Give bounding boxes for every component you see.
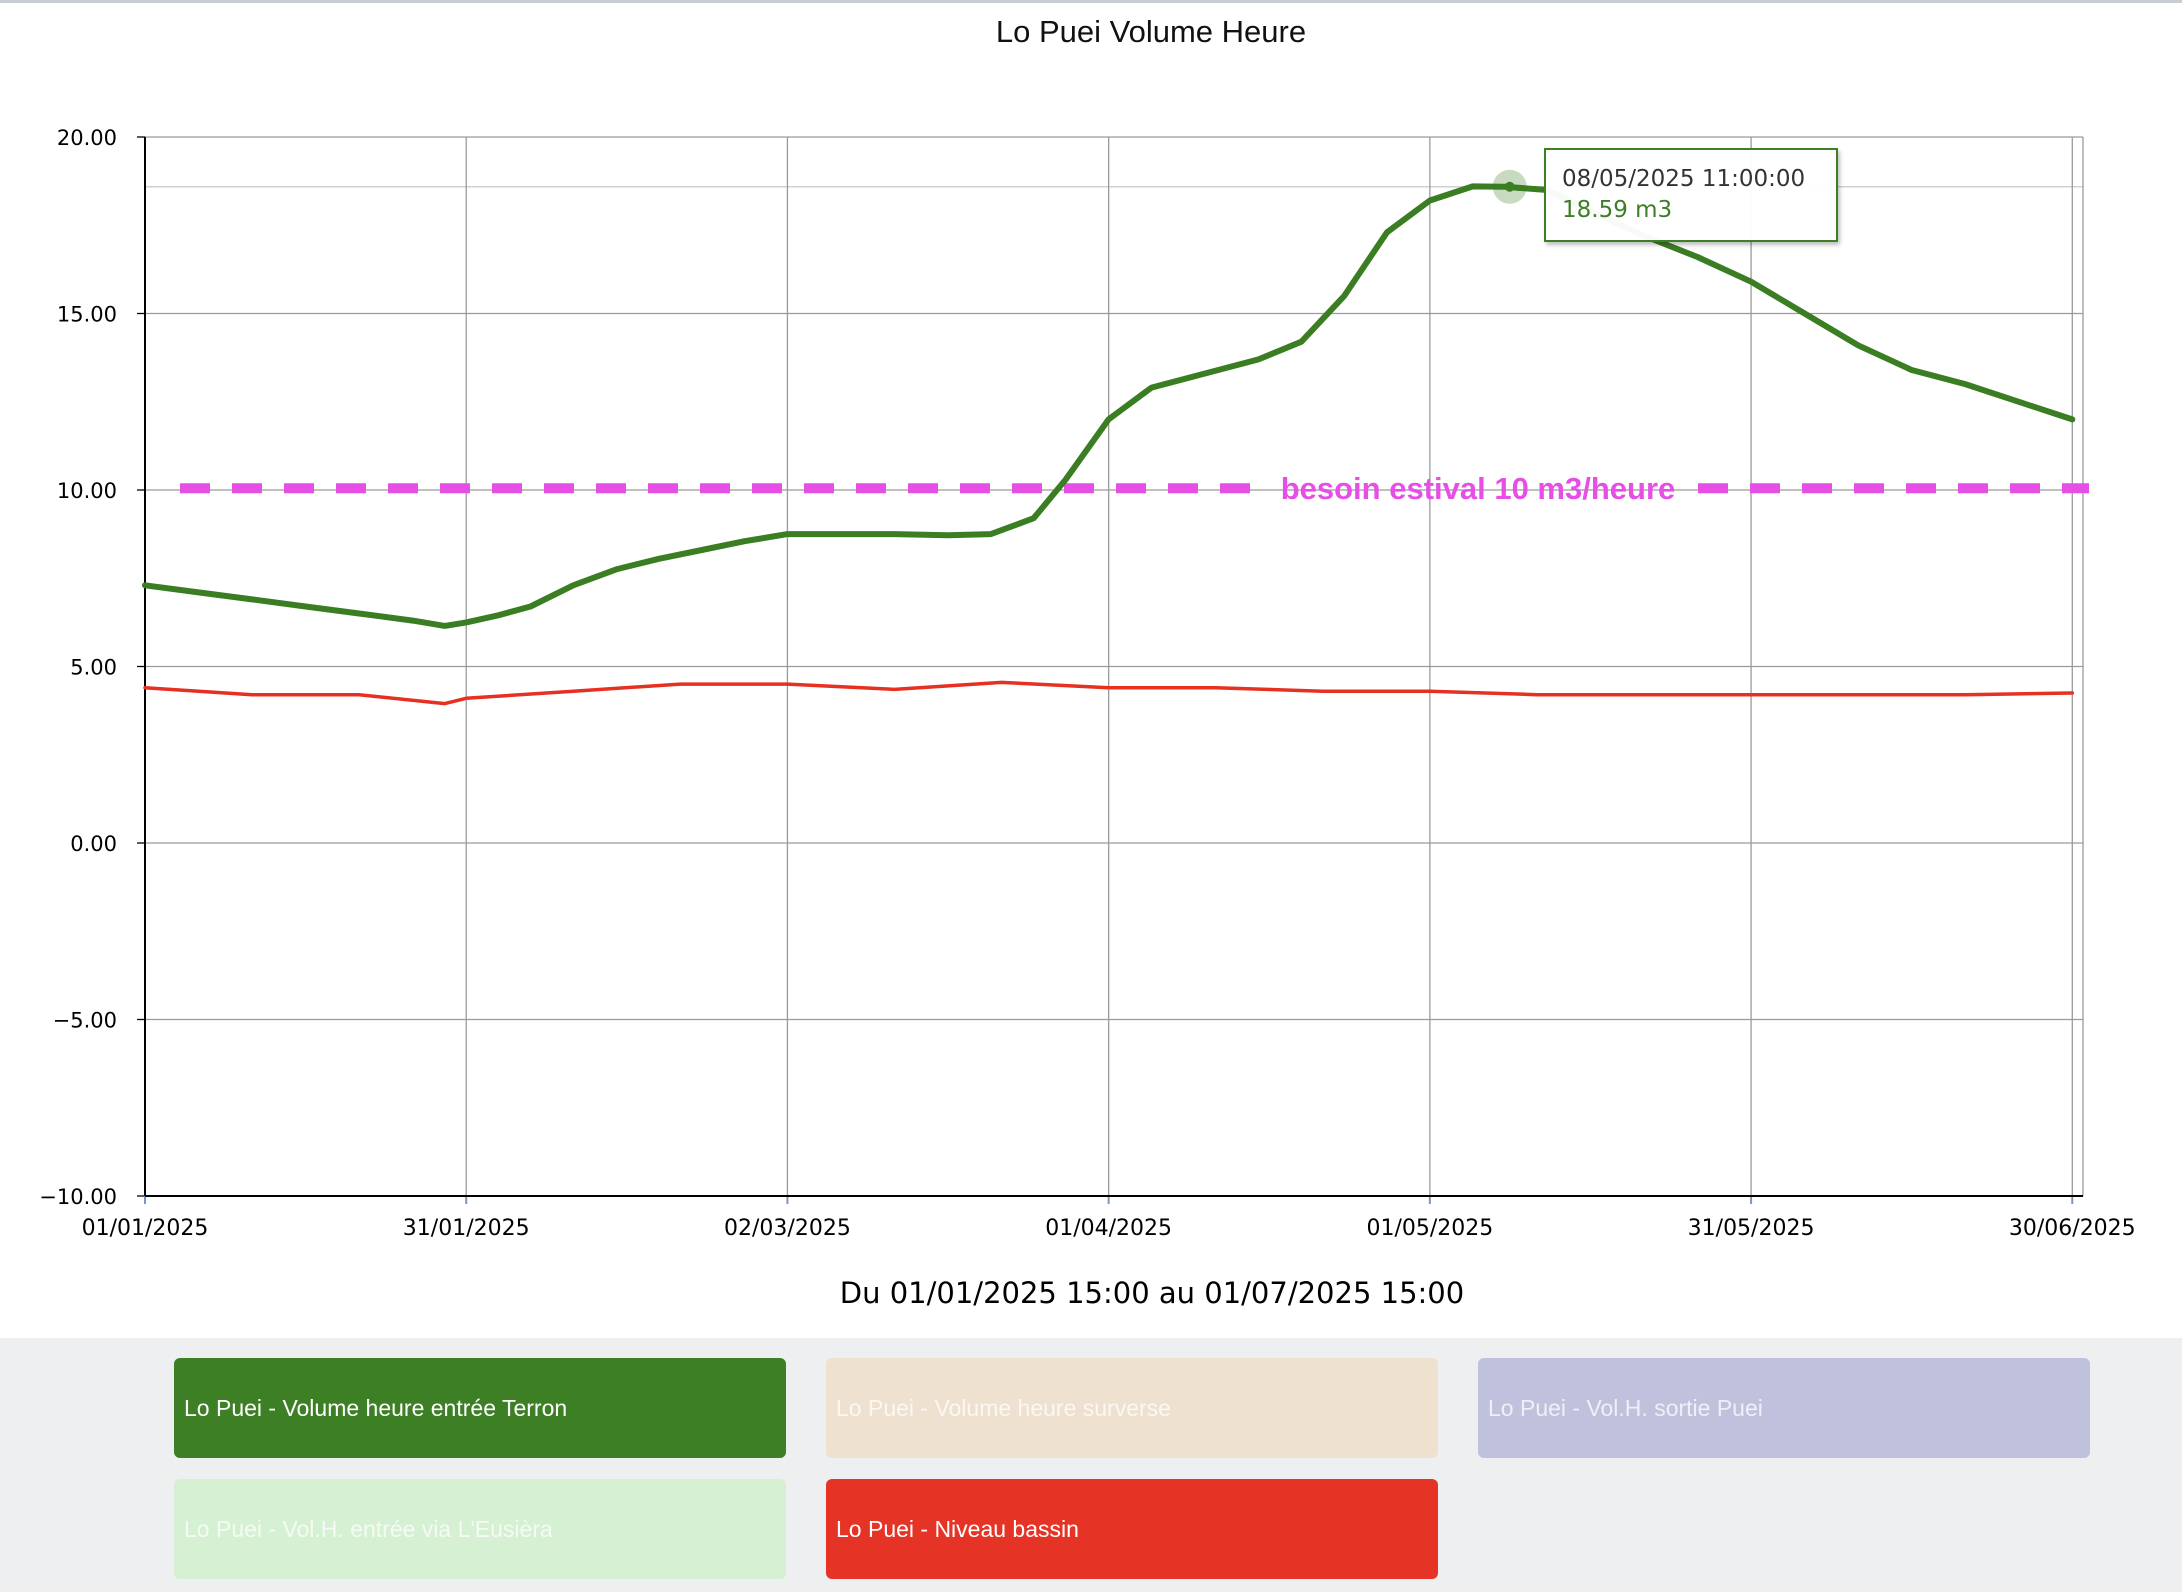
x-tick-label: 31/01/2025 [403,1216,530,1241]
legend-toggle-niveau-bassin[interactable]: Lo Puei - Niveau bassin [826,1479,1438,1579]
tooltip-value: 18.59 m3 [1562,197,1673,223]
legend-toggle-entree-eusiera[interactable]: Lo Puei - Vol.H. entrée via L'Eusièra [174,1479,786,1579]
legend-toggle-sortie-puei[interactable]: Lo Puei - Vol.H. sortie Puei [1478,1358,2090,1458]
date-range-label: Du 01/01/2025 15:00 au 01/07/2025 15:00 [839,1276,1465,1310]
series-line-0 [142,183,2076,629]
tooltip-date: 08/05/2025 11:00:00 [1562,166,1806,192]
hover-point [1504,181,1515,192]
y-tick-label: 15.00 [57,303,117,327]
x-tick-label: 02/03/2025 [724,1216,851,1241]
x-tick-label: 01/04/2025 [1045,1216,1172,1241]
y-tick-label: 10.00 [57,479,117,503]
x-tick-label: 30/06/2025 [2009,1216,2136,1241]
top-border [0,0,2182,3]
x-tick-label: 31/05/2025 [1688,1216,1815,1241]
threshold-label: besoin estival 10 m3/heure [1281,471,1676,506]
data-tooltip: 08/05/2025 11:00:00 18.59 m3 [1544,148,1838,242]
legend-toggle-volume-entree-terron[interactable]: Lo Puei - Volume heure entrée Terron [174,1358,786,1458]
y-tick-label: 0.00 [70,832,117,856]
y-tick-label: −5.00 [53,1009,117,1033]
x-tick-label: 01/01/2025 [82,1216,209,1241]
x-tick-label: 01/05/2025 [1366,1216,1493,1241]
y-tick-label: 20.00 [57,126,117,150]
series-line-4 [143,680,2075,706]
chart-title: Lo Puei Volume Heure [995,14,1307,49]
y-tick-label: 5.00 [70,656,117,680]
line-chart: 20.00 15.00 10.00 5.00 0.00 −5.00 −10.00 01/01/… [39,126,2136,1241]
legend-panel: Lo Puei - Volume heure entrée Terron Lo … [0,1338,2182,1592]
legend-toggle-volume-surverse[interactable]: Lo Puei - Volume heure surverse [826,1358,1438,1458]
y-tick-label: −10.00 [39,1185,117,1209]
